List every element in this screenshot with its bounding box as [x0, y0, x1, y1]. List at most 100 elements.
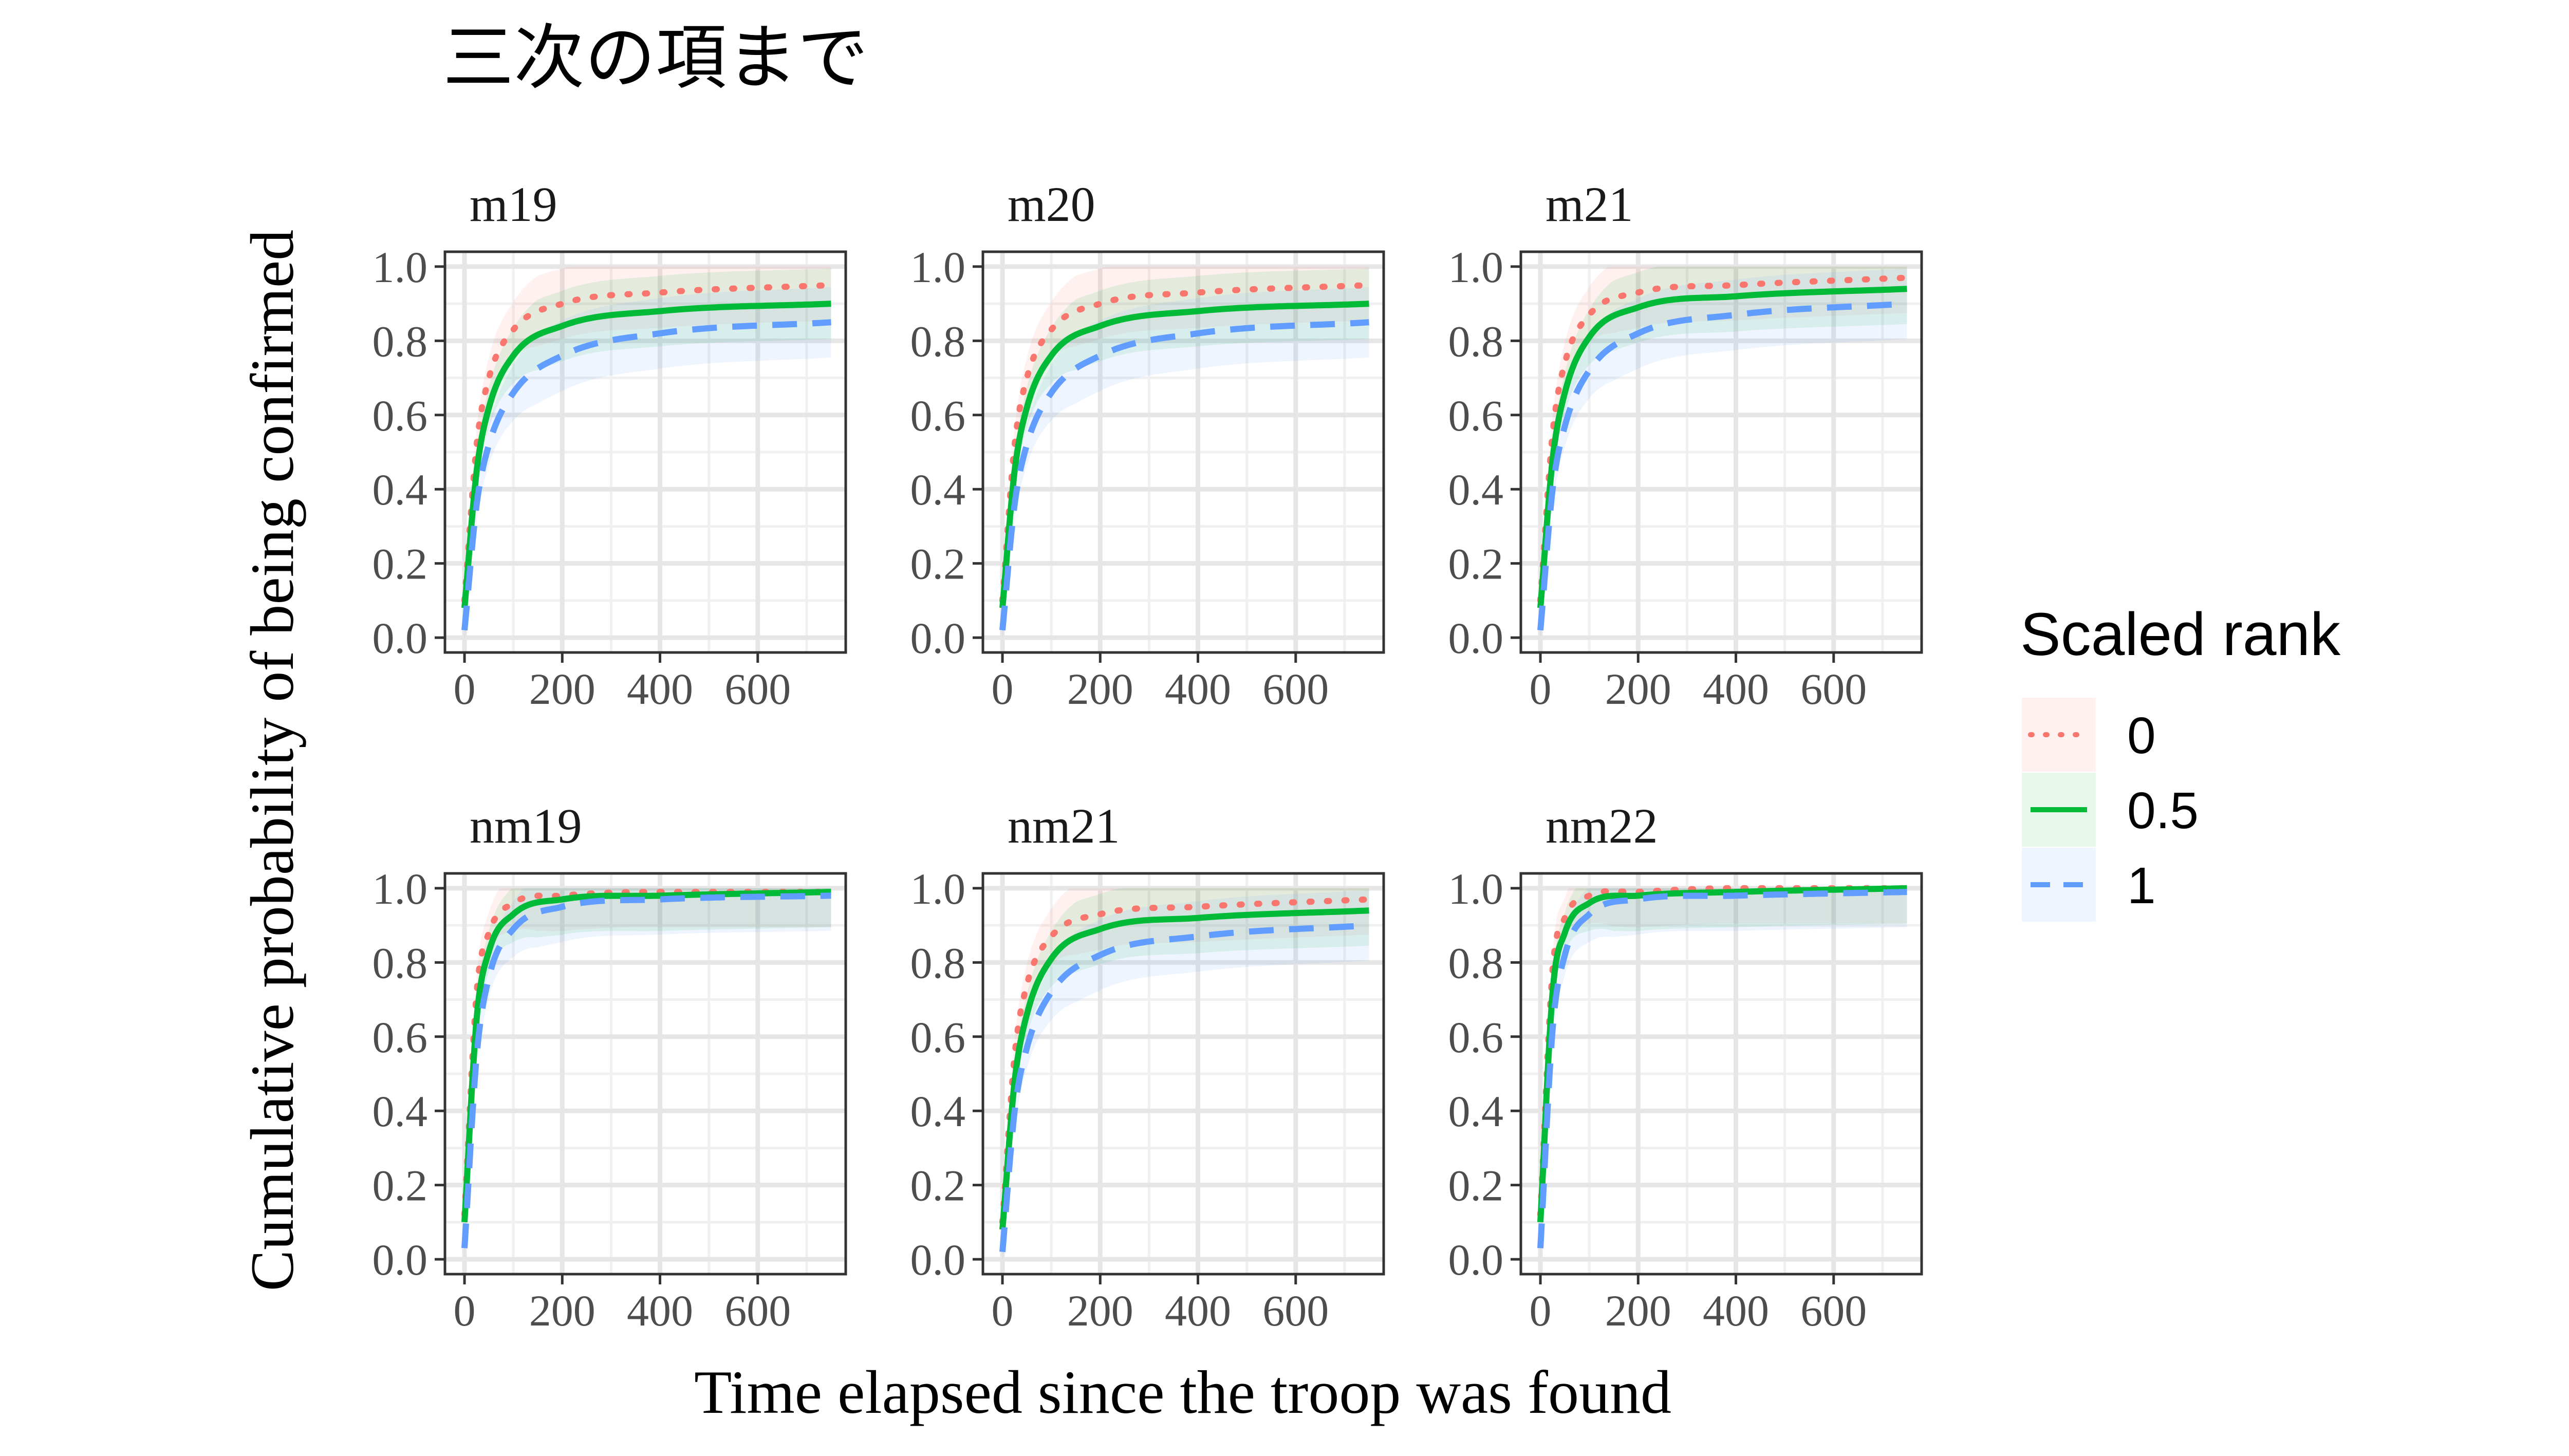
legend-item-0.5: 0.5	[2022, 773, 2199, 847]
panels: m19 0.0 0.2 0.4 0.6 0.8 1.0 0 200 400 600 m20 0.0 0.2…	[373, 177, 1923, 1335]
panel-border	[1519, 872, 1923, 1276]
x-tick-label: 200	[1605, 1286, 1671, 1335]
legend-keys: 00.51	[2022, 698, 2199, 922]
confidence-band-0	[1540, 266, 1907, 614]
confidence-band-1	[1540, 268, 1907, 638]
series-line-1	[461, 319, 831, 631]
y-tick-label: 0.0	[910, 613, 966, 663]
x-axis-title: Time elapsed since the troop was found	[694, 1358, 1671, 1426]
y-tick-label: 0.4	[373, 1087, 428, 1136]
panel-border	[981, 250, 1385, 654]
y-tick-label: 0.6	[373, 391, 428, 440]
x-tick-label: 600	[724, 1286, 791, 1335]
y-axis-title: Cumulative probability of being confirme…	[238, 230, 306, 1291]
y-tick-label: 0.6	[1448, 391, 1504, 440]
x-tick-label: 200	[529, 664, 595, 714]
series-line-1	[999, 319, 1369, 631]
y-tick-label: 1.0	[373, 242, 428, 292]
series-line-0	[461, 282, 834, 604]
confidence-band-0	[1002, 266, 1369, 614]
panel-strip-label: m21	[1546, 177, 1633, 232]
panel-border	[443, 872, 847, 1276]
confidence-band-1	[464, 287, 831, 638]
y-tick-label: 0.8	[373, 938, 428, 987]
y-tick-label: 0.6	[1448, 1013, 1504, 1062]
y-tick-label: 0.4	[1448, 465, 1504, 514]
confidence-band-0	[1002, 888, 1369, 1236]
x-tick-label: 0	[992, 1286, 1014, 1335]
confidence-band-1	[1002, 287, 1369, 638]
series-line-0.5	[999, 301, 1369, 608]
panel-m21: m21 0.0 0.2 0.4 0.6 0.8 1.0 0 200 400 600	[1448, 177, 1923, 714]
y-tick-label: 1.0	[373, 864, 428, 913]
legend-label: 0.5	[2127, 782, 2199, 839]
x-tick-label: 600	[1800, 664, 1867, 714]
panel-strip-label: m20	[1008, 177, 1095, 232]
y-tick-label: 1.0	[1448, 242, 1504, 292]
y-tick-label: 1.0	[1448, 864, 1504, 913]
y-tick-label: 0.2	[910, 539, 966, 589]
panel-strip-label: nm22	[1546, 798, 1658, 853]
y-tick-label: 0.0	[910, 1235, 966, 1284]
x-tick-label: 400	[1703, 664, 1769, 714]
legend-label: 1	[2127, 857, 2156, 914]
x-tick-label: 400	[1703, 1286, 1769, 1335]
x-tick-label: 400	[1165, 664, 1231, 714]
y-tick-label: 0.2	[373, 1161, 428, 1210]
confidence-band-0.5	[1540, 266, 1907, 621]
y-tick-label: 0.4	[373, 465, 428, 514]
y-tick-label: 0.8	[1448, 316, 1504, 366]
x-tick-label: 0	[1530, 664, 1552, 714]
legend-item-0: 0	[2022, 698, 2156, 772]
y-tick-label: 0.8	[910, 938, 966, 987]
y-tick-label: 0.6	[373, 1013, 428, 1062]
legend-label: 0	[2127, 707, 2156, 764]
x-tick-label: 600	[1800, 1286, 1867, 1335]
series-line-0.5	[1537, 885, 1907, 1223]
x-tick-label: 0	[1530, 1286, 1552, 1335]
legend-item-1: 1	[2022, 848, 2156, 922]
x-tick-label: 200	[1067, 664, 1133, 714]
x-tick-label: 200	[1605, 664, 1671, 714]
x-tick-label: 0	[454, 1286, 476, 1335]
panel-border	[443, 250, 847, 654]
series-line-1	[999, 922, 1369, 1253]
panel-m19: m19 0.0 0.2 0.4 0.6 0.8 1.0 0 200 400 600	[373, 177, 847, 714]
y-tick-label: 0.2	[1448, 539, 1504, 589]
panel-strip-label: nm19	[470, 798, 582, 853]
y-tick-label: 0.2	[910, 1161, 966, 1210]
x-tick-label: 600	[724, 664, 791, 714]
confidence-band-0	[464, 266, 831, 614]
y-tick-label: 0.0	[373, 613, 428, 663]
series-line-0.5	[461, 301, 831, 608]
series-line-0.5	[461, 889, 831, 1223]
series-line-0.5	[1537, 286, 1907, 608]
legend: Scaled rank 00.51	[2020, 601, 2341, 922]
y-tick-label: 0.4	[1448, 1087, 1504, 1136]
y-tick-label: 1.0	[910, 242, 966, 292]
y-tick-label: 1.0	[910, 864, 966, 913]
confidence-band-0.5	[1002, 888, 1369, 1243]
x-tick-label: 400	[627, 1286, 693, 1335]
x-tick-label: 0	[454, 664, 476, 714]
y-tick-label: 0.8	[910, 316, 966, 366]
y-tick-label: 0.2	[373, 539, 428, 589]
series-line-0.5	[999, 907, 1369, 1230]
panel-strip-label: nm21	[1008, 798, 1120, 853]
series-line-1	[1537, 301, 1907, 631]
y-tick-label: 0.6	[910, 391, 966, 440]
y-tick-label: 0.8	[1448, 938, 1504, 987]
x-tick-label: 600	[1262, 664, 1329, 714]
y-tick-label: 0.0	[1448, 613, 1504, 663]
series-line-0	[999, 282, 1372, 604]
y-tick-label: 0.0	[1448, 1235, 1504, 1284]
confidence-band-1	[1002, 890, 1369, 1260]
y-tick-label: 0.0	[373, 1235, 428, 1284]
series-line-1	[461, 892, 831, 1248]
panel-border	[1519, 250, 1923, 654]
chart-title: 三次の項まで	[443, 18, 868, 98]
x-tick-label: 600	[1262, 1286, 1329, 1335]
y-tick-label: 0.2	[1448, 1161, 1504, 1210]
series-line-0	[461, 889, 834, 1218]
